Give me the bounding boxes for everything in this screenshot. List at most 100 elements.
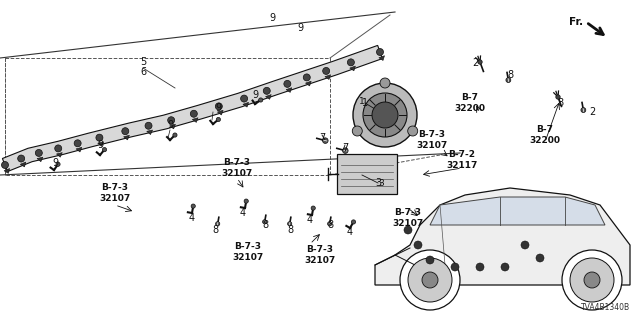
- Text: 9: 9: [167, 120, 173, 130]
- Circle shape: [1, 162, 8, 169]
- Circle shape: [352, 126, 362, 136]
- Circle shape: [323, 138, 328, 143]
- Polygon shape: [37, 157, 43, 162]
- Text: 4: 4: [347, 227, 353, 237]
- Text: TVA4B1340B: TVA4B1340B: [581, 303, 630, 312]
- Text: 2: 2: [472, 58, 478, 68]
- Circle shape: [451, 263, 459, 271]
- Circle shape: [422, 272, 438, 288]
- Circle shape: [263, 87, 270, 94]
- Text: 3: 3: [375, 178, 381, 188]
- Text: B-7-3
32107: B-7-3 32107: [305, 245, 335, 265]
- Circle shape: [536, 254, 544, 262]
- Circle shape: [145, 122, 152, 129]
- Circle shape: [353, 83, 417, 147]
- Text: 9: 9: [297, 23, 303, 33]
- FancyBboxPatch shape: [337, 154, 397, 194]
- Circle shape: [426, 256, 434, 264]
- Circle shape: [506, 78, 511, 83]
- Polygon shape: [147, 130, 152, 134]
- Polygon shape: [170, 124, 175, 129]
- Text: 8: 8: [507, 70, 513, 80]
- Text: 7: 7: [319, 133, 325, 143]
- Circle shape: [408, 258, 452, 302]
- Polygon shape: [266, 95, 271, 99]
- Text: 9: 9: [97, 140, 103, 150]
- Text: 9: 9: [52, 158, 58, 168]
- Text: 1: 1: [362, 98, 368, 108]
- Text: 7: 7: [342, 143, 348, 153]
- Text: 9: 9: [252, 90, 258, 100]
- Circle shape: [18, 155, 25, 162]
- Polygon shape: [349, 66, 355, 71]
- Text: 9: 9: [215, 103, 221, 113]
- Text: Fr.: Fr.: [569, 17, 583, 27]
- Polygon shape: [192, 118, 198, 123]
- Circle shape: [323, 68, 330, 75]
- Text: 4: 4: [189, 213, 195, 223]
- Circle shape: [400, 250, 460, 310]
- Text: B-7-2
32117: B-7-2 32117: [446, 150, 477, 170]
- Circle shape: [244, 199, 248, 203]
- Text: B-7-3
32107: B-7-3 32107: [417, 130, 447, 150]
- Circle shape: [303, 74, 310, 81]
- Polygon shape: [305, 81, 311, 86]
- Text: B-7-3
32107: B-7-3 32107: [221, 158, 253, 178]
- Circle shape: [414, 241, 422, 249]
- Polygon shape: [375, 188, 630, 285]
- Circle shape: [287, 222, 292, 226]
- Polygon shape: [430, 197, 605, 225]
- Circle shape: [380, 78, 390, 88]
- Circle shape: [348, 59, 355, 66]
- Text: B-7-3
32107: B-7-3 32107: [99, 183, 131, 203]
- Text: 1: 1: [359, 97, 365, 106]
- Text: 4: 4: [240, 208, 246, 218]
- Circle shape: [55, 145, 61, 152]
- Circle shape: [191, 204, 195, 208]
- Circle shape: [259, 98, 263, 102]
- Circle shape: [556, 95, 560, 99]
- Polygon shape: [124, 135, 129, 140]
- Circle shape: [35, 149, 42, 156]
- Circle shape: [241, 95, 248, 102]
- Circle shape: [404, 226, 412, 234]
- Polygon shape: [56, 153, 62, 157]
- Polygon shape: [325, 75, 331, 79]
- Text: 5: 5: [140, 57, 146, 67]
- Circle shape: [581, 108, 586, 113]
- Circle shape: [262, 220, 267, 224]
- Circle shape: [122, 128, 129, 135]
- Text: 8: 8: [287, 225, 293, 235]
- Circle shape: [328, 222, 332, 226]
- Polygon shape: [76, 147, 82, 152]
- Circle shape: [584, 272, 600, 288]
- Circle shape: [168, 117, 175, 124]
- Polygon shape: [3, 45, 382, 172]
- Circle shape: [56, 162, 60, 166]
- Text: B-7-3
32107: B-7-3 32107: [232, 242, 264, 262]
- Circle shape: [190, 110, 197, 117]
- Polygon shape: [243, 102, 248, 107]
- Text: 3: 3: [378, 179, 384, 188]
- Circle shape: [96, 134, 103, 141]
- Circle shape: [408, 126, 418, 136]
- Polygon shape: [20, 162, 26, 167]
- Text: 9: 9: [269, 13, 275, 23]
- Circle shape: [173, 133, 177, 137]
- Text: 8: 8: [557, 98, 563, 108]
- Text: 8: 8: [327, 220, 333, 230]
- Circle shape: [476, 263, 484, 271]
- Circle shape: [351, 220, 356, 224]
- Polygon shape: [218, 110, 223, 115]
- Circle shape: [562, 250, 622, 310]
- Circle shape: [311, 206, 316, 210]
- Circle shape: [363, 93, 407, 137]
- Text: 8: 8: [262, 220, 268, 230]
- Text: B-7
32200: B-7 32200: [529, 125, 561, 145]
- Circle shape: [570, 258, 614, 302]
- Circle shape: [501, 263, 509, 271]
- Polygon shape: [4, 169, 10, 173]
- Circle shape: [102, 148, 107, 152]
- Circle shape: [376, 49, 383, 55]
- Circle shape: [215, 103, 222, 110]
